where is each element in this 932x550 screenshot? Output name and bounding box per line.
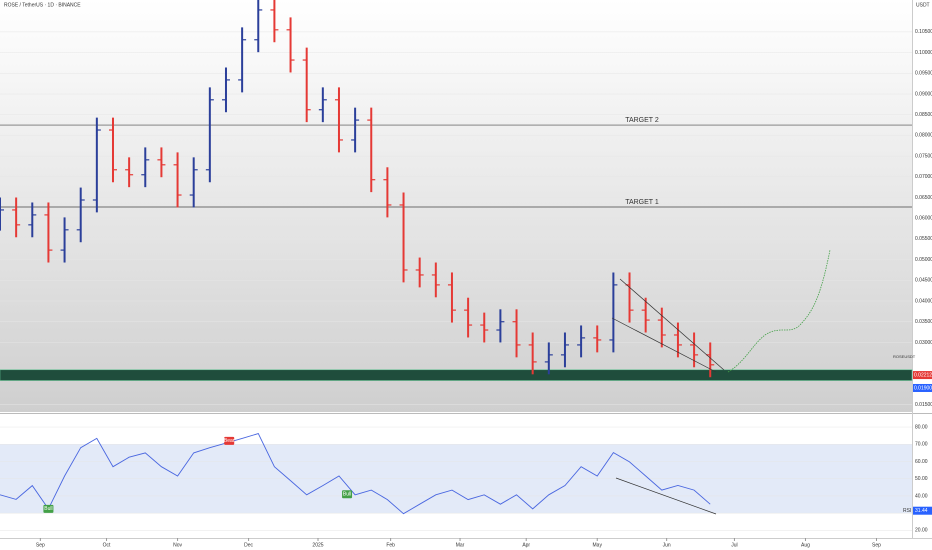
- signal-tag: [224, 436, 235, 445]
- y-tick-label: 0.05000: [915, 257, 932, 263]
- price-tag: [913, 371, 932, 380]
- y-tick-label: 50.00: [915, 476, 928, 482]
- x-tick-label: Jul: [731, 542, 737, 548]
- y-tick-label: 0.04500: [915, 278, 932, 284]
- signal-tag: [43, 504, 54, 513]
- y-tick-label: 0.01500: [915, 402, 932, 408]
- y-tick-label: 0.09000: [915, 91, 932, 97]
- price-tag: [913, 383, 932, 392]
- y-tick-label: 0.03500: [915, 319, 932, 325]
- x-tick-label: Feb: [386, 542, 395, 548]
- support-zone: [0, 369, 913, 381]
- x-tick-label: Sep: [872, 542, 881, 548]
- y-tick-label: 0.07500: [915, 153, 932, 159]
- x-tick-label: Mar: [456, 542, 465, 548]
- y-tick-label: 0.03000: [915, 340, 932, 346]
- signal-label: Bull: [343, 492, 351, 498]
- currency-label: USDT: [916, 2, 930, 8]
- wedge-line: [619, 278, 725, 371]
- y-tick-label: 80.00: [915, 424, 928, 430]
- signal-label: Bull: [44, 506, 52, 512]
- x-tick-label: Nov: [173, 542, 182, 548]
- y-tick-label: 0.05500: [915, 236, 932, 242]
- y-tick-label: 0.08500: [915, 112, 932, 118]
- y-tick-label: 40.00: [915, 493, 928, 499]
- signal-tag: [342, 490, 353, 499]
- wedge-line: [611, 317, 717, 373]
- x-tick-label: Apr: [522, 542, 530, 548]
- x-tick-label: 2025: [312, 542, 323, 548]
- price-tag-label: 0.02212: [914, 372, 932, 378]
- x-tick-label: May: [593, 542, 603, 548]
- y-tick-label: 0.07000: [915, 174, 932, 180]
- rsi-trend-line: [615, 477, 717, 515]
- projection-path: [727, 249, 831, 373]
- target-label: TARGET 2: [625, 117, 659, 124]
- y-tick-label: 0.08000: [915, 133, 932, 139]
- price-tag-label: 0.01900: [914, 385, 932, 391]
- price-pane: [0, 0, 912, 412]
- y-tick-label: 0.06000: [915, 216, 932, 222]
- x-tick-label: Sep: [36, 542, 45, 548]
- y-tick-label: 0.04000: [915, 298, 932, 304]
- chart-title: ROSE / TetherUS · 1D · BINANCE: [4, 2, 81, 8]
- y-tick-label: 70.00: [915, 442, 928, 448]
- rsi-line: [0, 433, 711, 515]
- target-label: TARGET 1: [625, 199, 659, 206]
- x-tick-label: Dec: [244, 542, 253, 548]
- x-tick-label: Aug: [801, 542, 810, 548]
- rsi-last-value: 31.44: [915, 508, 928, 514]
- rsi-last-tag: [913, 506, 932, 515]
- rsi-name: RSI: [903, 508, 911, 514]
- y-tick-label: 0.06500: [915, 195, 932, 201]
- x-tick-label: Jun: [663, 542, 671, 548]
- y-tick-label: 0.10000: [915, 50, 932, 56]
- y-tick-label: 20.00: [915, 528, 928, 534]
- x-tick-label: Oct: [103, 542, 111, 548]
- y-tick-label: 0.09500: [915, 71, 932, 77]
- signal-label: Bear: [224, 438, 235, 444]
- y-tick-label: 0.10500: [915, 29, 932, 35]
- y-tick-label: 60.00: [915, 459, 928, 465]
- series-name: ROSEUSDT: [893, 354, 916, 359]
